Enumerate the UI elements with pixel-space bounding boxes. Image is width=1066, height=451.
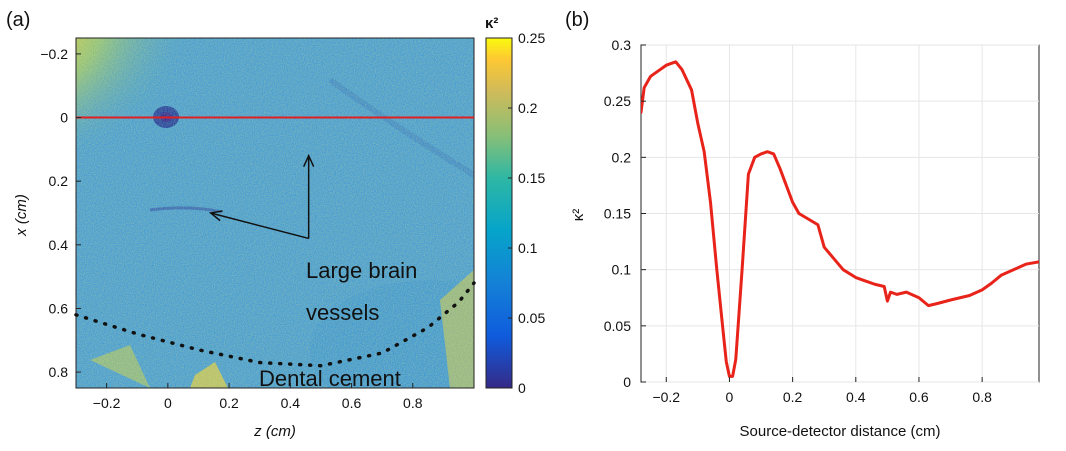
panel-label-b: (b) — [565, 9, 589, 31]
line-chart-y-tick-label: 0.1 — [612, 262, 632, 278]
annotation-vessels-line1: Large brain — [306, 258, 417, 283]
heatmap-x-tick-label: 0.8 — [403, 395, 423, 411]
heatmap-x-tick-label: 0 — [164, 395, 172, 411]
colorbar-axis: 0 0.05 0.1 0.15 0.2 0.25 — [508, 30, 545, 396]
annotation-arrow-line — [210, 212, 309, 240]
heatmap-y-tick-label: 0.4 — [49, 237, 69, 253]
colorbar — [485, 37, 513, 389]
line-chart-x-tick-label: 0.4 — [846, 389, 866, 405]
colorbar-tick-label: 0.05 — [518, 310, 545, 326]
heatmap-plot — [76, 38, 474, 388]
colorbar-tick-label: 0.25 — [518, 30, 545, 46]
heatmap-overlay — [74, 116, 476, 368]
line-chart-grid — [641, 44, 1039, 383]
heatmap-y-tick-label: 0 — [60, 110, 68, 126]
heatmap-y-tick-label: −0.2 — [40, 46, 68, 62]
colorbar-tick-label: 0.1 — [518, 240, 538, 256]
line-chart-y-tick-label: 0.3 — [612, 37, 632, 53]
line-chart-y-tick-label: 0.05 — [604, 318, 631, 334]
line-chart-x-tick-label: 0.2 — [783, 389, 803, 405]
heatmap-y-tick-label: 0.2 — [49, 173, 69, 189]
heatmap-x-tick-label: 0.4 — [281, 395, 301, 411]
heatmap-y-tick-label: 0.6 — [49, 300, 69, 316]
annotation-dental-cement: Dental cement — [259, 366, 401, 391]
line-chart-x-tick-label: 0.6 — [909, 389, 929, 405]
colorbar-tick-label: 0 — [518, 380, 526, 396]
heatmap-y-tick-label: 0.8 — [49, 364, 69, 380]
colorbar-label: κ² — [485, 15, 498, 32]
colorbar-tick-label: 0.2 — [518, 100, 538, 116]
line-chart-y-tick-label: 0.2 — [612, 149, 632, 165]
line-series — [641, 60, 1039, 378]
annotation-arrow-head — [302, 153, 315, 168]
panel-label-a: (a) — [6, 9, 30, 31]
line-chart-ylabel: κ² — [570, 209, 587, 222]
heatmap-x-tick-label: 0.2 — [219, 395, 239, 411]
heatmap-frame — [75, 37, 475, 389]
annotation-vessels-line2: vessels — [306, 300, 379, 325]
line-chart-xlabel: Source-detector distance (cm) — [740, 423, 941, 440]
line-chart-axes: −0.2 0 0.2 0.4 0.6 0.8 0 0.05 0.1 0.15 0.2 0.25 0.3 — [604, 37, 992, 405]
heatmap-noise — [76, 38, 474, 388]
heatmap-x-tick-label: 0.6 — [342, 395, 362, 411]
heatmap-axes: −0.2 0 0.2 0.4 0.6 0.8 −0.2 0 0.2 0.4 0.6 0.8 — [40, 46, 422, 411]
line-chart-x-tick-label: −0.2 — [652, 389, 680, 405]
annotation-arrow-head — [208, 210, 223, 222]
line-chart-y-tick-label: 0 — [623, 374, 631, 390]
line-chart-x-tick-label: 0.8 — [972, 389, 992, 405]
line-chart-x-tick-label: 0 — [726, 389, 734, 405]
annotation-dotted-curve — [74, 281, 476, 368]
line-chart-series — [641, 60, 1039, 378]
heatmap-x-tick-label: −0.2 — [93, 395, 121, 411]
heatmap-ylabel: x (cm) — [13, 194, 30, 237]
heatmap-xlabel: z (cm) — [253, 423, 296, 440]
line-chart-y-tick-label: 0.25 — [604, 93, 631, 109]
colorbar-tick-label: 0.15 — [518, 170, 545, 186]
line-chart-y-tick-label: 0.15 — [604, 206, 631, 222]
